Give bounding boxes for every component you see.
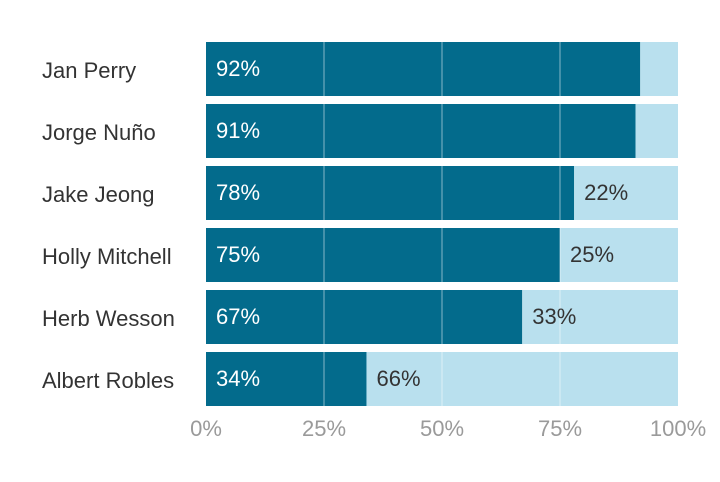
category-label: Jake Jeong (42, 182, 155, 207)
category-label: Holly Mitchell (42, 244, 172, 269)
data-label: 33% (532, 304, 576, 329)
bar-segment-primary (206, 290, 523, 344)
category-label: Jan Perry (42, 58, 136, 83)
data-label: 92% (216, 56, 260, 81)
data-label: 78% (216, 180, 260, 205)
x-tick-label: 75% (538, 416, 582, 441)
bar-segment-secondary (640, 42, 678, 96)
data-label: 75% (216, 242, 260, 267)
bar-segment-primary (206, 104, 636, 158)
data-label: 34% (216, 366, 260, 391)
data-label: 91% (216, 118, 260, 143)
category-label: Herb Wesson (42, 306, 175, 331)
bar-segment-secondary (522, 290, 678, 344)
bar-segment-secondary (366, 352, 678, 406)
bar-segment-secondary (635, 104, 678, 158)
x-tick-label: 100% (650, 416, 706, 441)
data-label: 67% (216, 304, 260, 329)
x-tick-label: 25% (302, 416, 346, 441)
x-tick-label: 0% (190, 416, 222, 441)
data-label: 22% (584, 180, 628, 205)
bar-segment-primary (206, 228, 560, 282)
data-label: 25% (570, 242, 614, 267)
bar-segment-primary (206, 166, 575, 220)
bar-segment-primary (206, 352, 367, 406)
bar-segment-primary (206, 42, 641, 96)
bar-segment-secondary (560, 228, 678, 282)
category-label: Albert Robles (42, 368, 174, 393)
bar-segment-secondary (574, 166, 678, 220)
x-tick-label: 50% (420, 416, 464, 441)
data-label: 66% (376, 366, 420, 391)
category-label: Jorge Nuño (42, 120, 156, 145)
